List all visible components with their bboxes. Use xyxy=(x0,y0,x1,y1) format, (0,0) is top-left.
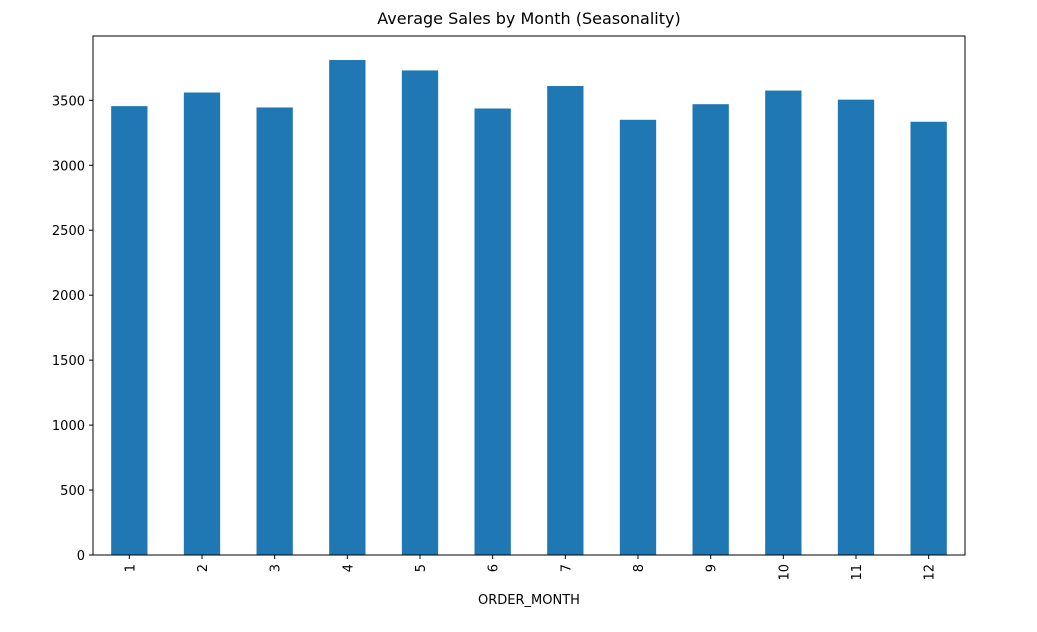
y-tick-label: 3500 xyxy=(52,94,85,109)
x-tick-label: 2 xyxy=(196,564,211,572)
chart-title: Average Sales by Month (Seasonality) xyxy=(377,9,680,28)
y-tick-label: 0 xyxy=(77,549,85,564)
x-tick-label: 1 xyxy=(123,564,138,572)
y-tick-label: 2500 xyxy=(52,224,85,239)
bar-month-3 xyxy=(256,107,293,555)
bar-month-1 xyxy=(111,106,148,556)
y-tick-label: 1500 xyxy=(52,354,85,369)
ticks-layer: 1 2 3 4 5 6 7 8 9 10 11 120500100015002000250030003… xyxy=(52,94,938,580)
x-tick-label: 8 xyxy=(632,564,647,572)
bar-month-7 xyxy=(547,86,584,556)
x-tick-label: 7 xyxy=(559,564,574,572)
x-tick-label: 11 xyxy=(850,564,865,581)
x-tick-label: 12 xyxy=(923,564,938,581)
x-tick-label: 9 xyxy=(705,564,720,572)
bar-month-6 xyxy=(474,108,511,556)
bar-month-12 xyxy=(910,121,947,556)
x-tick-label: 6 xyxy=(487,564,502,572)
bar-month-4 xyxy=(329,60,366,555)
x-tick-label: 10 xyxy=(777,564,792,581)
y-tick-label: 1000 xyxy=(52,419,85,434)
y-tick-label: 500 xyxy=(60,484,85,499)
bar-month-8 xyxy=(619,119,657,555)
bars-layer xyxy=(111,60,947,556)
bar-month-2 xyxy=(183,92,221,555)
x-tick-label: 3 xyxy=(269,564,284,572)
bar-month-5 xyxy=(401,70,439,556)
plot-frame xyxy=(92,35,966,556)
y-tick-label: 3000 xyxy=(52,159,85,174)
x-axis-label: ORDER_MONTH xyxy=(478,593,580,608)
bar-month-9 xyxy=(692,104,729,555)
x-tick-label: 4 xyxy=(341,564,356,572)
x-tick-label: 5 xyxy=(414,564,429,572)
bar-month-10 xyxy=(765,90,802,555)
bar-month-11 xyxy=(837,99,875,555)
y-tick-label: 2000 xyxy=(52,289,85,304)
